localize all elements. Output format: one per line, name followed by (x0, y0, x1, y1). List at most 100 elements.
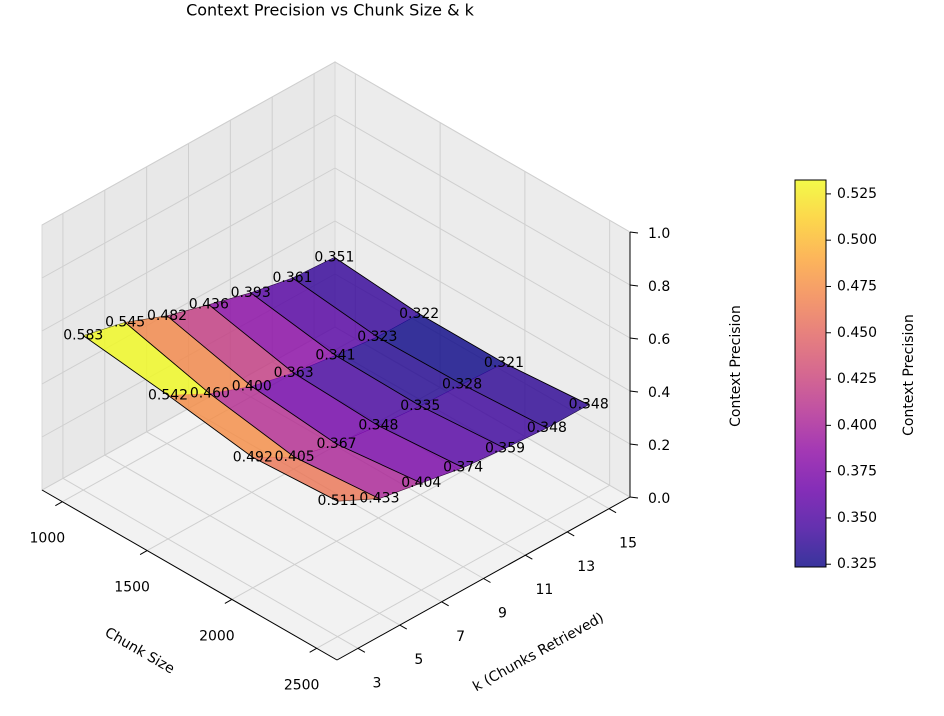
value-label: 0.482 (147, 308, 187, 324)
value-label: 0.348 (569, 397, 609, 413)
value-label: 0.374 (443, 460, 483, 476)
value-label: 0.393 (231, 285, 271, 301)
grid-line (104, 454, 401, 626)
x-tick-label: 1000 (30, 531, 66, 547)
value-label: 0.404 (401, 475, 441, 491)
x-tick (224, 598, 233, 604)
y-tick (525, 554, 533, 560)
y-tick (399, 624, 408, 630)
value-label: 0.341 (315, 347, 355, 363)
value-label: 0.363 (274, 365, 314, 381)
value-label: 0.545 (105, 314, 145, 330)
surface-line (334, 257, 589, 406)
x-tick-label: 1500 (114, 580, 150, 596)
z-tick-label: 0.2 (648, 438, 670, 454)
value-label: 0.323 (357, 329, 397, 345)
axis-line (336, 496, 631, 661)
x-tick (139, 550, 148, 556)
grid-line (41, 114, 336, 279)
grid-line (41, 61, 336, 226)
y-tick (608, 508, 617, 514)
grid-line (146, 431, 442, 603)
y-axis-label: k (Chunks Retrieved) (470, 610, 606, 695)
z-tick (629, 390, 639, 393)
colorbar-tick-label: 0.475 (837, 278, 877, 294)
surface-line (124, 322, 380, 500)
chart-title: Context Precision vs Chunk Size & k (186, 1, 475, 20)
z-tick (629, 231, 639, 234)
surface-line (83, 335, 338, 502)
value-label: 0.335 (400, 398, 440, 414)
value-label: 0.511 (318, 493, 358, 509)
y-tick (483, 578, 491, 583)
axis-line (41, 489, 338, 661)
y-tick-label: 3 (372, 675, 381, 691)
value-label: 0.492 (233, 449, 273, 465)
y-tick-label: 9 (498, 606, 507, 622)
surface-edge (337, 404, 589, 502)
y-tick-label: 5 (414, 652, 423, 668)
z-tick (629, 443, 639, 446)
value-label: 0.328 (442, 376, 482, 392)
value-label: 0.460 (190, 386, 230, 402)
z-tick-label: 0.8 (648, 279, 670, 295)
grid-line (334, 167, 631, 339)
z-tick-label: 0.0 (648, 491, 670, 507)
colorbar-tick-label: 0.425 (837, 371, 877, 387)
colorbar-tick-label: 0.500 (837, 232, 877, 248)
surface-line (208, 304, 464, 469)
grid-line (41, 220, 336, 385)
value-label: 0.348 (358, 418, 398, 434)
grid-line (41, 167, 336, 332)
surface-edge (83, 257, 335, 336)
value-label: 0.405 (275, 449, 315, 465)
colorbar-tick-label: 0.525 (837, 186, 877, 202)
z-tick (629, 337, 639, 340)
colorbar-tick-label: 0.375 (837, 464, 877, 480)
surface-line (250, 292, 506, 449)
x-tick-label: 2000 (199, 628, 235, 644)
x-tick (55, 501, 63, 507)
y-tick-label: 11 (535, 582, 553, 598)
value-label: 0.542 (148, 387, 188, 403)
surface-line (292, 277, 548, 429)
colorbar (794, 179, 827, 568)
z-tick-label: 1.0 (648, 226, 670, 242)
value-label: 0.583 (63, 328, 103, 344)
grid-line (334, 61, 631, 233)
value-label: 0.436 (189, 297, 229, 313)
value-label: 0.400 (232, 378, 272, 394)
value-label: 0.367 (316, 436, 356, 452)
grid-line (334, 220, 631, 392)
x-tick-label: 2500 (284, 677, 320, 693)
value-label: 0.321 (484, 355, 524, 371)
grid-line (62, 477, 359, 649)
value-label: 0.348 (527, 420, 567, 436)
grid-line (334, 114, 631, 286)
z-tick-label: 0.4 (648, 385, 670, 401)
value-label: 0.351 (314, 249, 354, 265)
z-tick-label: 0.6 (648, 332, 670, 348)
y-tick-label: 15 (619, 536, 637, 552)
colorbar-tick-label: 0.450 (837, 325, 877, 341)
colorbar-tick-label: 0.325 (837, 556, 877, 572)
y-tick (441, 601, 449, 607)
surface-line (166, 315, 422, 484)
colorbar-label: Context Precision (901, 314, 917, 436)
z-tick (629, 284, 639, 287)
value-label: 0.359 (485, 440, 525, 456)
x-axis-label: Chunk Size (102, 625, 177, 678)
value-label: 0.433 (359, 491, 399, 507)
y-tick (357, 647, 366, 653)
x-tick (309, 647, 317, 653)
value-label: 0.322 (399, 306, 439, 322)
colorbar-tick-label: 0.400 (837, 417, 877, 433)
y-tick (566, 531, 575, 537)
colorbar-tick-label: 0.350 (837, 510, 877, 526)
z-tick (629, 496, 639, 499)
z-axis-label: Context Precision (728, 305, 744, 427)
y-tick-label: 7 (456, 629, 465, 645)
value-label: 0.361 (273, 270, 313, 286)
y-tick-label: 13 (577, 559, 595, 575)
